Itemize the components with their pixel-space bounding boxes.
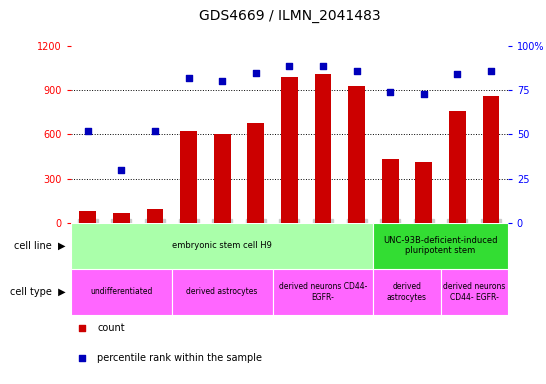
Bar — [314, 74, 331, 223]
Bar — [172, 269, 272, 315]
Bar — [113, 213, 130, 223]
Bar — [281, 77, 298, 223]
Bar — [272, 269, 373, 315]
Point — [218, 78, 227, 84]
Text: derived neurons
CD44- EGFR-: derived neurons CD44- EGFR- — [443, 282, 506, 301]
Point — [184, 75, 193, 81]
Text: undifferentiated: undifferentiated — [90, 287, 152, 296]
Point — [84, 128, 92, 134]
Bar — [71, 223, 373, 269]
Text: cell line  ▶: cell line ▶ — [14, 241, 66, 251]
Text: derived neurons CD44-
EGFR-: derived neurons CD44- EGFR- — [279, 282, 367, 301]
Bar — [71, 269, 172, 315]
Point — [486, 68, 495, 74]
Text: percentile rank within the sample: percentile rank within the sample — [97, 353, 262, 363]
Text: cell type  ▶: cell type ▶ — [10, 287, 66, 297]
Text: derived
astrocytes: derived astrocytes — [387, 282, 427, 301]
Bar — [483, 96, 500, 223]
Bar — [373, 269, 441, 315]
Text: UNC-93B-deficient-induced
pluripotent stem: UNC-93B-deficient-induced pluripotent st… — [383, 236, 498, 255]
Point — [285, 63, 294, 69]
Text: GDS4669 / ILMN_2041483: GDS4669 / ILMN_2041483 — [199, 9, 380, 23]
Bar — [348, 86, 365, 223]
Point — [251, 70, 260, 76]
Text: embryonic stem cell H9: embryonic stem cell H9 — [172, 241, 272, 250]
Point — [453, 71, 462, 78]
Point — [319, 63, 328, 69]
Bar — [382, 159, 399, 223]
Bar — [180, 131, 197, 223]
Text: derived astrocytes: derived astrocytes — [187, 287, 258, 296]
Point — [151, 128, 159, 134]
Point — [384, 241, 393, 247]
Bar — [247, 122, 264, 223]
Bar — [416, 162, 432, 223]
Point — [352, 68, 361, 74]
Point — [419, 91, 428, 97]
Bar — [79, 211, 96, 223]
Bar — [373, 223, 508, 269]
Point — [386, 89, 395, 95]
Bar — [449, 111, 466, 223]
Text: count: count — [97, 323, 125, 333]
Bar — [146, 210, 163, 223]
Point — [117, 167, 126, 173]
Bar — [214, 134, 230, 223]
Bar — [441, 269, 508, 315]
